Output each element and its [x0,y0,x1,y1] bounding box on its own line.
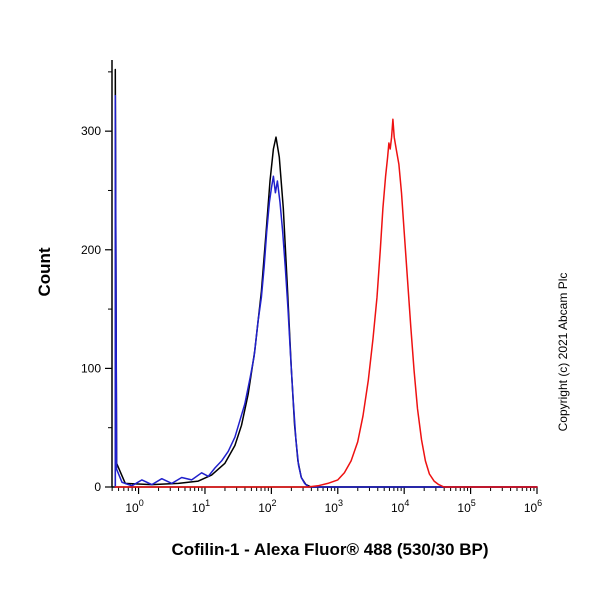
x-tick-label: 105 [457,498,475,515]
x-tick-label: 100 [125,498,143,515]
black-curve [114,68,538,488]
x-tick-label: 102 [258,498,276,515]
y-tick-label: 300 [81,124,101,138]
x-tick-label: 101 [192,498,210,515]
x-tick-label: 106 [524,498,542,515]
x-tick-label: 103 [325,498,343,515]
blue-curve [114,94,538,488]
y-tick-label: 0 [94,480,101,494]
red-curve [114,118,538,488]
y-tick-label: 200 [81,243,101,257]
x-axis-title: Cofilin-1 - Alexa Fluor® 488 (530/30 BP) [171,540,489,559]
y-tick-label: 100 [81,361,101,375]
copyright-text: Copyright (c) 2021 Abcam Plc [556,272,570,432]
y-axis-title: Count [35,247,54,297]
x-tick-label: 104 [391,498,409,515]
